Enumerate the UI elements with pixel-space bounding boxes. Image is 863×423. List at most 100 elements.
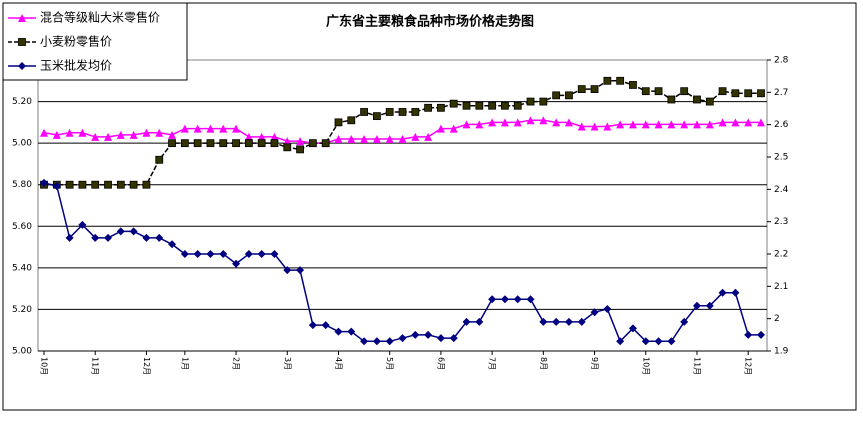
x-tick-label: 6月 xyxy=(436,357,445,370)
marker xyxy=(65,128,74,137)
marker xyxy=(91,180,100,189)
marker xyxy=(308,139,317,148)
marker xyxy=(232,124,241,133)
marker xyxy=(500,118,509,127)
marker xyxy=(692,301,701,310)
marker xyxy=(168,139,176,148)
marker xyxy=(641,87,650,96)
marker xyxy=(424,330,433,339)
marker xyxy=(462,317,471,326)
marker xyxy=(603,122,612,131)
marker xyxy=(654,87,663,96)
x-tick-label: 10月 xyxy=(40,357,49,375)
marker xyxy=(91,233,100,242)
legend-label: 玉米批发均价 xyxy=(40,58,112,73)
marker xyxy=(462,120,471,129)
x-tick-label: 11月 xyxy=(91,357,100,375)
marker xyxy=(526,116,535,125)
marker xyxy=(180,139,189,148)
marker xyxy=(629,81,637,89)
marker xyxy=(65,233,74,242)
x-tick-label: 12月 xyxy=(142,357,151,375)
marker xyxy=(475,120,484,129)
x-tick-label: 12月 xyxy=(744,357,753,375)
marker xyxy=(475,317,484,326)
marker xyxy=(744,118,753,127)
marker xyxy=(667,337,676,346)
marker xyxy=(270,139,279,148)
marker xyxy=(757,89,765,98)
marker xyxy=(244,139,253,148)
marker xyxy=(347,327,356,336)
marker xyxy=(334,327,343,336)
legend-label: 混合等级籼大米零售价 xyxy=(40,10,160,25)
y-tick-label: 5.00 xyxy=(12,139,32,149)
marker xyxy=(462,101,471,110)
marker xyxy=(372,112,381,121)
marker xyxy=(731,89,740,98)
marker xyxy=(180,250,189,258)
marker xyxy=(78,128,87,137)
marker xyxy=(18,14,26,22)
marker xyxy=(424,103,433,112)
marker xyxy=(347,134,356,143)
marker xyxy=(628,324,637,333)
marker xyxy=(65,180,74,189)
marker xyxy=(321,321,330,330)
marker xyxy=(641,120,650,129)
marker xyxy=(116,227,125,236)
marker xyxy=(437,103,445,112)
marker xyxy=(308,321,317,330)
marker xyxy=(257,250,266,258)
marker xyxy=(731,118,740,127)
marker xyxy=(296,137,305,146)
marker xyxy=(334,118,343,127)
marker xyxy=(577,85,586,93)
marker xyxy=(526,295,535,304)
marker xyxy=(219,124,228,133)
marker xyxy=(449,99,458,108)
marker xyxy=(347,116,356,125)
marker xyxy=(270,132,279,141)
marker xyxy=(385,337,394,346)
marker xyxy=(603,76,612,85)
y2-tick-label: 1.9 xyxy=(774,347,789,357)
y2-tick-label: 2.2 xyxy=(774,250,788,260)
marker xyxy=(693,95,701,104)
marker xyxy=(449,124,458,133)
marker xyxy=(552,118,561,127)
y2-tick-label: 2.3 xyxy=(774,217,788,227)
marker xyxy=(449,334,458,343)
marker xyxy=(705,120,714,129)
marker xyxy=(360,337,369,346)
marker xyxy=(501,101,509,110)
x-tick-label: 1月 xyxy=(180,357,189,370)
marker xyxy=(155,233,164,242)
marker xyxy=(488,118,497,127)
marker xyxy=(577,122,586,131)
marker xyxy=(283,143,292,152)
marker xyxy=(654,337,663,346)
marker xyxy=(142,128,151,137)
marker xyxy=(180,124,189,133)
x-tick-label: 5月 xyxy=(385,357,394,370)
marker xyxy=(616,120,625,129)
marker xyxy=(513,101,522,110)
marker xyxy=(78,220,87,229)
chart-title: 广东省主要粮食品种市场价格走势图 xyxy=(326,14,534,30)
x-tick-label: 10月 xyxy=(641,357,650,375)
marker xyxy=(718,87,727,96)
marker xyxy=(475,101,484,110)
marker xyxy=(385,134,394,143)
marker xyxy=(564,118,573,127)
x-tick-label: 7月 xyxy=(488,357,497,370)
marker xyxy=(539,97,548,106)
x-tick-label: 4月 xyxy=(334,357,343,370)
marker xyxy=(18,62,26,70)
y-tick-label: 5.80 xyxy=(12,180,32,190)
marker xyxy=(283,266,292,275)
marker xyxy=(372,337,381,346)
y-tick-label: 5.60 xyxy=(12,222,32,232)
marker xyxy=(616,337,625,346)
marker xyxy=(232,139,240,148)
